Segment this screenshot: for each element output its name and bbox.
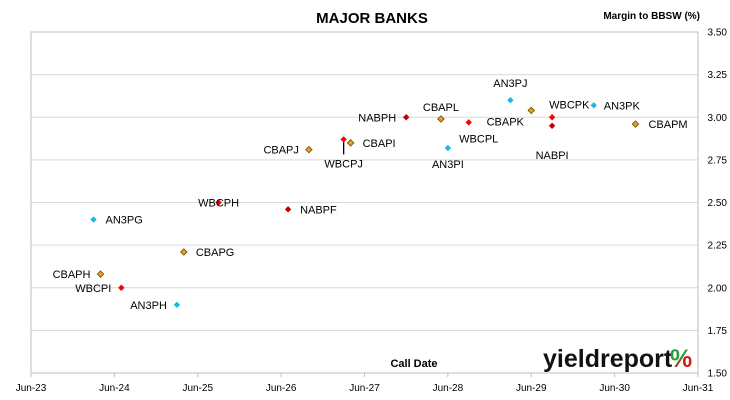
y-tick-label: 1.50 xyxy=(708,369,728,380)
data-point-an3ph xyxy=(173,301,181,308)
point-label-wbcpj: WBCPJ xyxy=(324,158,363,170)
point-label-cbapj: CBAPJ xyxy=(263,145,298,157)
chart-title: MAJOR BANKS xyxy=(316,10,428,27)
point-label-cbapm: CBAPM xyxy=(648,119,687,131)
data-point-wbcpi xyxy=(118,284,125,291)
point-label-an3pj: AN3PJ xyxy=(493,78,527,90)
data-point-cbapl xyxy=(437,115,445,123)
brand-percent-icon: % xyxy=(670,345,692,373)
point-label-cbapl: CBAPL xyxy=(423,102,459,114)
data-point-cbapj xyxy=(305,145,313,154)
y-tick-label: 2.25 xyxy=(708,241,728,252)
brand-name: yieldreport xyxy=(543,345,673,373)
data-point-wbcph xyxy=(215,199,222,206)
point-label-an3ph: AN3PH xyxy=(130,300,167,312)
data-points xyxy=(90,97,640,308)
y-tick-label: 2.50 xyxy=(708,198,728,209)
x-tick-label: Jun-25 xyxy=(182,383,213,394)
point-label-cbapk: CBAPK xyxy=(487,116,525,128)
point-label-nabpi: NABPI xyxy=(536,150,569,162)
point-label-wbcph: WBCPH xyxy=(198,198,239,210)
x-tick-label: Jun-29 xyxy=(516,383,547,394)
point-label-wbcpl: WBCPL xyxy=(459,133,498,145)
tick-labels: 1.50 1.75 2.00 2.25 2.50 2.75 3.00 3.25 3.50 Jun-… xyxy=(16,28,728,395)
point-label-wbcpi: WBCPI xyxy=(75,283,111,295)
y-tick-label: 3.50 xyxy=(708,28,728,39)
point-label-nabph: NABPH xyxy=(358,112,396,124)
point-label-an3pk: AN3PK xyxy=(604,100,641,112)
x-tick-label: Jun-31 xyxy=(683,383,714,394)
data-point-an3pk xyxy=(590,102,597,109)
x-tick-label: Jun-28 xyxy=(433,383,464,394)
data-point-wbcpk xyxy=(548,114,556,121)
x-tick-label: Jun-23 xyxy=(16,383,47,394)
data-point-nabpi xyxy=(548,122,556,129)
point-label-cbapi: CBAPI xyxy=(363,138,396,150)
x-tick-label: Jun-30 xyxy=(599,383,630,394)
data-point-cbapm xyxy=(631,120,640,128)
axes xyxy=(30,31,699,377)
x-axis-label: Call Date xyxy=(390,358,437,370)
point-label-nabpf: NABPF xyxy=(300,204,337,216)
x-tick-label: Jun-24 xyxy=(99,383,130,394)
y-tick-label: 3.25 xyxy=(708,70,728,81)
data-point-wbcpj xyxy=(340,136,347,143)
data-point-an3pi xyxy=(444,144,452,152)
point-labels: AN3PG CBAPH WBCPI AN3PH CBAPG WBCPH NABPF CBAPJ… xyxy=(53,78,688,312)
x-tick-label: Jun-26 xyxy=(266,383,297,394)
data-point-nabpf xyxy=(284,206,292,213)
data-point-cbaph xyxy=(96,270,105,278)
data-point-wbcpl xyxy=(465,119,472,126)
y-tick-label: 2.75 xyxy=(708,155,728,166)
y-tick-label: 3.00 xyxy=(708,113,728,124)
point-label-an3pg: AN3PG xyxy=(106,215,143,227)
x-tick-label: Jun-27 xyxy=(349,383,380,394)
data-point-cbapg xyxy=(180,248,188,256)
y-axis-label: Margin to BBSW (%) xyxy=(603,11,700,22)
point-label-wbcpk: WBCPK xyxy=(549,99,590,111)
point-label-cbapg: CBAPG xyxy=(196,247,235,259)
brand-logo: yieldreport % xyxy=(543,345,692,373)
y-tick-label: 1.75 xyxy=(708,326,728,337)
data-point-cbapk xyxy=(527,106,536,115)
data-point-an3pg xyxy=(90,216,97,223)
data-point-an3pj xyxy=(507,97,514,104)
point-label-cbaph: CBAPH xyxy=(53,269,91,281)
data-point-nabph xyxy=(402,114,410,121)
point-label-an3pi: AN3PI xyxy=(432,159,464,171)
y-tick-label: 2.00 xyxy=(708,283,728,294)
data-point-cbapi xyxy=(346,139,355,147)
grid-lines xyxy=(31,31,698,374)
